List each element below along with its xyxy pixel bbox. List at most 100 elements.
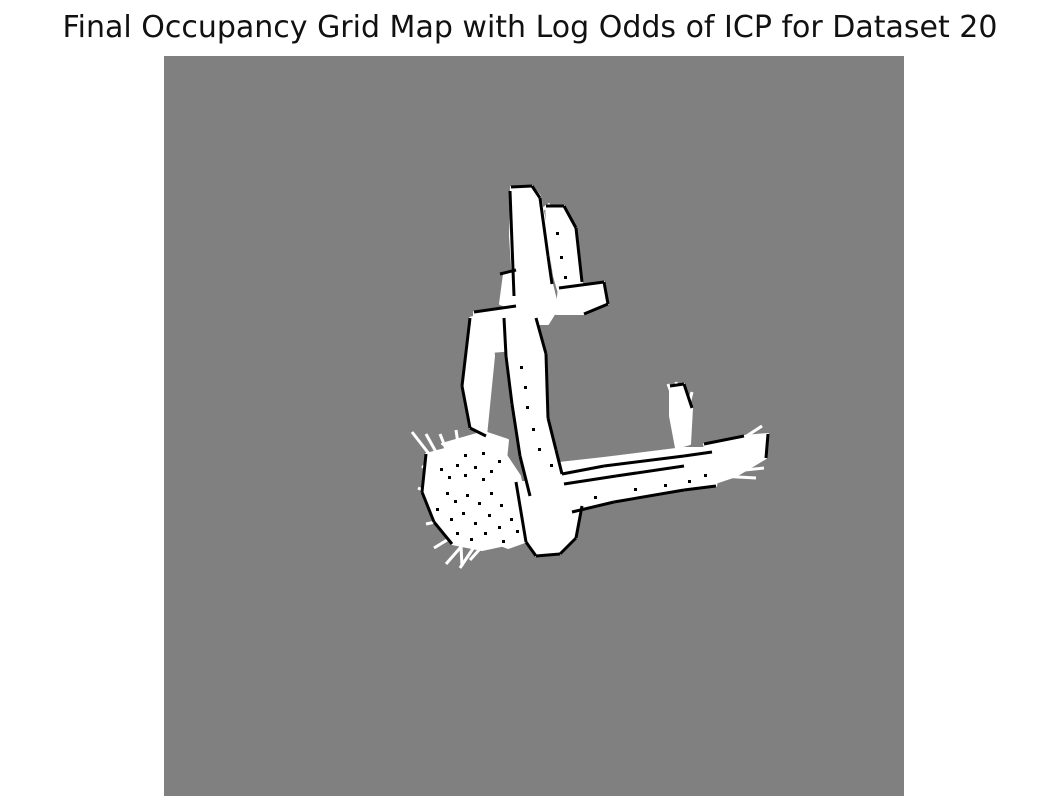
wall-segment [554, 449, 564, 475]
obstacle-cell [490, 470, 493, 473]
obstacle-cell [474, 522, 477, 525]
obstacle-cell [474, 466, 477, 469]
obstacle-cell [560, 256, 563, 259]
wall-segment [544, 353, 550, 419]
wall-segment [514, 481, 528, 543]
obstacle-cell [564, 276, 567, 279]
obstacle-cell [526, 406, 529, 409]
free-ray [468, 538, 490, 562]
wall-segment [502, 317, 508, 357]
obstacle-cell [498, 526, 501, 529]
obstacle-cell [462, 512, 465, 515]
free-ray [454, 429, 466, 485]
wall-segment [574, 227, 584, 283]
obstacle-cell [448, 476, 451, 479]
obstacle-cell [502, 540, 505, 543]
obstacle-cell [478, 502, 481, 505]
wall-segment [530, 185, 542, 199]
obstacle-cell [488, 514, 491, 517]
free-ray [725, 466, 765, 474]
obstacle-cell [550, 464, 553, 467]
obstacle-cell [634, 488, 637, 491]
obstacle-cell [482, 478, 485, 481]
free-ray [723, 444, 769, 462]
obstacle-cell [524, 386, 527, 389]
obstacle-cell [470, 538, 473, 541]
obstacle-cell [704, 474, 707, 477]
obstacle-cell [490, 492, 493, 495]
wall-segment [563, 474, 617, 486]
free-ray [723, 434, 767, 458]
wall-segment [534, 317, 548, 355]
wall-segment [510, 403, 522, 457]
wall-segment [518, 455, 532, 497]
occupancy-grid-svg [164, 56, 904, 796]
wall-segment [420, 491, 436, 523]
free-ray [438, 433, 462, 485]
wall-segment [683, 450, 713, 458]
obstacle-cell [482, 452, 485, 455]
obstacle-cell [532, 428, 535, 431]
obstacle-cell [516, 530, 519, 533]
free-ray [458, 525, 464, 567]
obstacle-cell [456, 464, 459, 467]
obstacle-cell [520, 366, 523, 369]
wall-segment [460, 385, 472, 429]
wall-segment [546, 417, 558, 451]
obstacle-cell [498, 460, 501, 463]
wall-segment [420, 453, 428, 493]
wall-segment [432, 521, 454, 545]
free-region [481, 495, 537, 549]
free-ray [417, 486, 461, 508]
obstacle-cell [538, 448, 541, 451]
wall-segment [613, 488, 685, 504]
obstacle-cell [594, 496, 597, 499]
obstacle-cell [440, 468, 443, 471]
wall-segment [669, 382, 685, 388]
wall-segment [524, 541, 538, 557]
wall-segment [546, 255, 554, 285]
obstacle-cell [464, 454, 467, 457]
occupied-cells-layer [420, 184, 770, 558]
free-ray [721, 424, 763, 454]
wall-segment [574, 505, 584, 539]
wall-segment [504, 355, 514, 405]
obstacle-cell [510, 518, 513, 521]
wall-segment [473, 304, 517, 314]
laser-rays-layer [410, 202, 769, 569]
wall-segment [508, 190, 516, 297]
wall-segment [460, 317, 472, 387]
wall-segment [571, 500, 615, 514]
wall-segment [583, 302, 609, 316]
free-ray [723, 454, 767, 468]
obstacle-cell [454, 500, 457, 503]
wall-segment [764, 433, 770, 459]
wall-segment [558, 536, 578, 556]
wall-segment [602, 281, 610, 305]
obstacle-cell [500, 504, 503, 507]
wall-segment [682, 383, 694, 409]
chart-title: Final Occupancy Grid Map with Log Odds o… [62, 10, 998, 45]
wall-segment [683, 484, 717, 492]
wall-segment [499, 268, 517, 276]
wall-segment [535, 552, 561, 558]
obstacle-cell [688, 480, 691, 483]
wall-segment [510, 184, 533, 189]
obstacle-cell [446, 492, 449, 495]
obstacle-cell [664, 484, 667, 487]
occupancy-map [164, 56, 904, 796]
wall-segment [558, 280, 605, 290]
obstacle-cell [450, 518, 453, 521]
free-ray [421, 464, 465, 498]
obstacle-cell [456, 532, 459, 535]
obstacle-cell [484, 532, 487, 535]
obstacle-cell [464, 474, 467, 477]
wall-segment [561, 464, 605, 476]
wall-segment [603, 454, 685, 468]
wall-segment [562, 205, 578, 229]
wall-segment [469, 426, 487, 438]
obstacle-cell [436, 508, 439, 511]
obstacle-cell [556, 232, 559, 235]
free-ray [666, 383, 682, 417]
free-ray [719, 474, 757, 480]
